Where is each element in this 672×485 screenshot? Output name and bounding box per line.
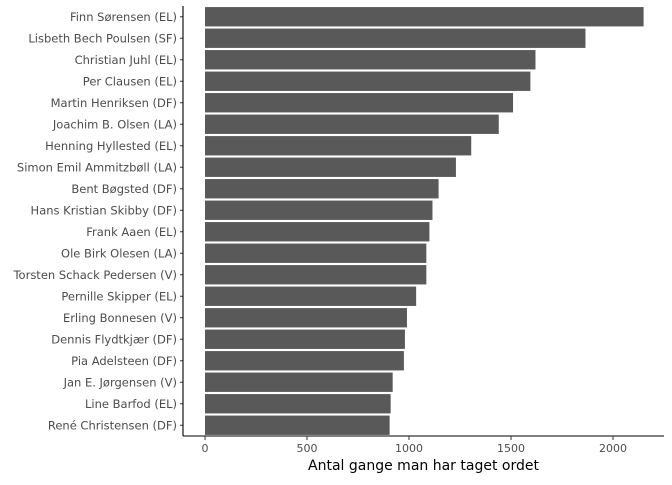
bar — [205, 28, 586, 48]
x-axis-title: Antal gange man har taget ordet — [308, 458, 539, 474]
bars-group — [205, 7, 644, 435]
category-label: Per Clausen (EL) — [83, 74, 177, 88]
category-label: Torsten Schack Pedersen (V) — [12, 268, 177, 282]
category-label: Joachim B. Olsen (LA) — [52, 117, 177, 131]
bar — [205, 308, 407, 328]
bar — [205, 200, 433, 220]
bar — [205, 7, 644, 27]
bar — [205, 50, 536, 70]
category-label: Christian Juhl (EL) — [75, 53, 177, 67]
axes-group: 0 500 1000 1500 2000 — [180, 6, 664, 455]
category-label: Jan E. Jørgensen (V) — [63, 375, 177, 389]
bar — [205, 394, 391, 414]
bar — [205, 93, 514, 113]
category-label: Simon Emil Ammitzbøll (LA) — [17, 160, 177, 174]
bar — [205, 157, 456, 177]
bar — [205, 179, 439, 199]
category-label: Finn Sørensen (EL) — [70, 10, 177, 24]
category-label: Bent Bøgsted (DF) — [71, 182, 177, 196]
bar — [205, 286, 417, 306]
category-label: Henning Hyllested (EL) — [45, 139, 177, 153]
bar — [205, 372, 393, 392]
bar — [205, 329, 405, 349]
bar — [205, 222, 430, 242]
bar — [205, 415, 390, 435]
bar — [205, 265, 427, 285]
category-label: Dennis Flydtkjær (DF) — [51, 332, 177, 346]
category-label: René Christensen (DF) — [48, 418, 177, 432]
bar — [205, 243, 427, 263]
x-tick-label: 1000 — [395, 442, 423, 455]
x-tick-label: 500 — [297, 442, 318, 455]
x-tick-label: 0 — [202, 442, 209, 455]
category-label: Hans Kristian Skibby (DF) — [31, 203, 177, 217]
category-label: Martin Henriksen (DF) — [51, 96, 177, 110]
category-label: Ole Birk Olesen (LA) — [61, 246, 177, 260]
bar — [205, 71, 531, 91]
category-label: Frank Aaen (EL) — [86, 225, 177, 239]
category-label: Lisbeth Bech Poulsen (SF) — [28, 31, 177, 45]
category-label: Erling Bonnesen (V) — [63, 311, 177, 325]
bar — [205, 136, 472, 156]
category-label: Pia Adelsteen (DF) — [71, 354, 177, 368]
category-label: Pernille Skipper (EL) — [61, 289, 177, 303]
x-tick-label: 1500 — [497, 442, 525, 455]
bar — [205, 114, 499, 134]
category-labels: Finn Sørensen (EL) Lisbeth Bech Poulsen (… — [12, 10, 177, 433]
x-tick-label: 2000 — [599, 442, 627, 455]
category-label: Line Barfod (EL) — [85, 397, 177, 411]
bar — [205, 351, 404, 371]
